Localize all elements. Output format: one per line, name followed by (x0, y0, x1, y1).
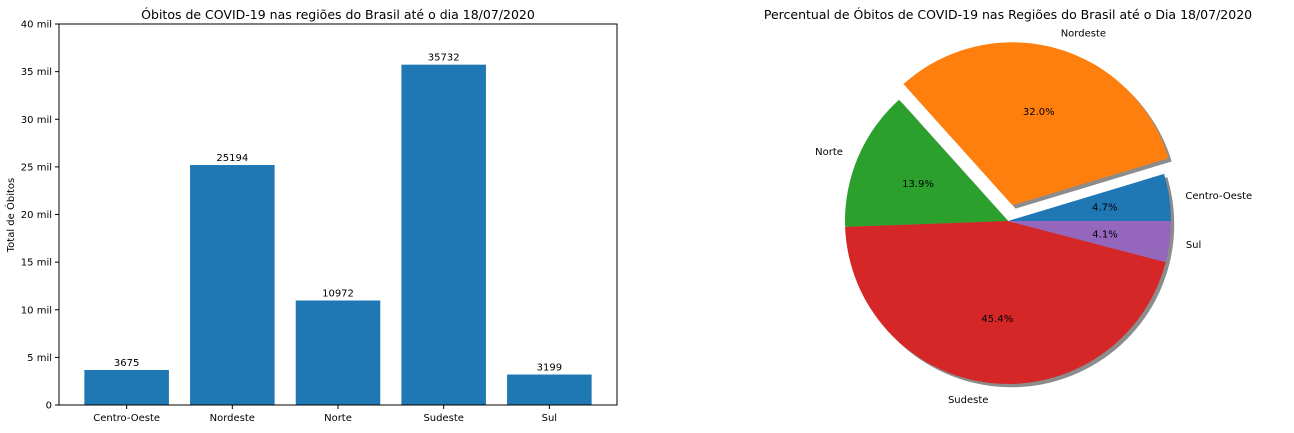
pie-slices (845, 42, 1171, 384)
y-axis-ticks: 0 5 mil 10 mil 15 mil 20 mil 25 mil 30 mil 35 m… (21, 20, 59, 412)
bar-chart: Óbitos de COVID-19 nas regiões do Brasil… (4, 7, 618, 424)
pie-percent-label: 4.1% (1092, 229, 1117, 240)
pie-percent-label: 4.7% (1092, 203, 1117, 214)
y-tick-label: 20 mil (21, 210, 52, 221)
bar-value-label: 10972 (322, 288, 354, 299)
pie-category-label: Nordeste (1061, 29, 1106, 40)
slice-sul (1008, 221, 1171, 263)
pie-chart: Percentual de Óbitos de COVID-19 nas Reg… (764, 7, 1252, 406)
pie-labels: Centro-Oeste 4.7% Nordeste 32.0% Norte 13.9% S… (815, 29, 1252, 407)
bars: 3675 25194 10972 35732 3199 (84, 53, 592, 405)
pie-category-label: Sudeste (948, 395, 988, 406)
bar-norte (295, 300, 381, 405)
y-tick-label: 35 mil (21, 67, 52, 78)
slice-nordeste (903, 42, 1169, 206)
pie-chart-title: Percentual de Óbitos de COVID-19 nas Reg… (764, 7, 1252, 22)
bar-value-label: 3199 (537, 363, 562, 374)
pie-category-label: Norte (815, 147, 843, 158)
bar-value-label: 3675 (114, 358, 139, 369)
slice-centro-oeste (1008, 173, 1171, 221)
y-axis-label: Total de Óbitos (4, 178, 17, 253)
bar-sudeste (401, 64, 486, 405)
slice-sudeste (845, 221, 1166, 384)
y-tick-label: 25 mil (21, 162, 52, 173)
pie-percent-label: 45.4% (981, 314, 1013, 325)
bar-value-label: 35732 (428, 53, 460, 64)
bar-plot-frame (58, 23, 618, 406)
pie-percent-label: 13.9% (902, 179, 934, 190)
x-tick-label: Norte (324, 413, 352, 424)
bar-value-label: 25194 (216, 153, 248, 164)
pie-category-label: Centro-Oeste (1185, 191, 1252, 202)
bar-sul (507, 374, 592, 405)
x-tick-label: Nordeste (210, 413, 255, 424)
y-tick-label: 5 mil (27, 353, 52, 364)
pie-category-label: Sul (1186, 240, 1201, 251)
bar-chart-title: Óbitos de COVID-19 nas regiões do Brasil… (141, 7, 535, 22)
pie-percent-label: 32.0% (1023, 107, 1055, 118)
y-tick-label: 15 mil (21, 258, 52, 269)
slice-norte (845, 99, 1008, 227)
y-tick-label: 10 mil (21, 305, 52, 316)
y-tick-label: 0 (46, 401, 52, 412)
bar-nordeste (190, 165, 275, 405)
x-tick-label: Sudeste (423, 413, 463, 424)
bar-centro-oeste (84, 369, 169, 405)
x-axis-ticks: Centro-Oeste Nordeste Norte Sudeste Sul (93, 405, 557, 424)
x-tick-label: Sul (542, 413, 557, 424)
x-tick-label: Centro-Oeste (93, 413, 160, 424)
y-tick-label: 40 mil (21, 20, 52, 31)
y-tick-label: 30 mil (21, 115, 52, 126)
